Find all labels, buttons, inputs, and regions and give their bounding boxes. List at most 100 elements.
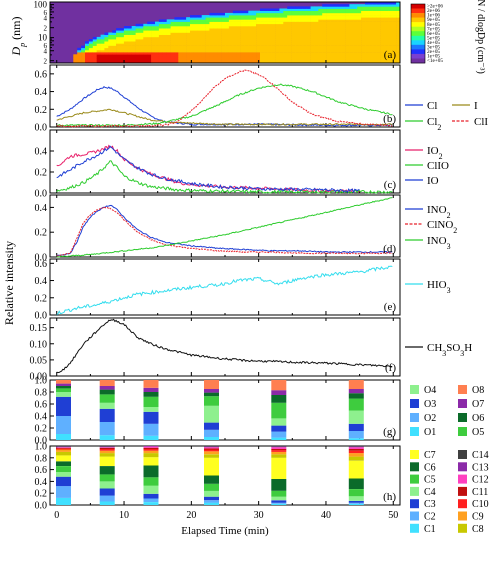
heatmap-cell <box>174 39 179 42</box>
heatmap-cell <box>186 21 191 25</box>
heatmap-cell <box>190 19 195 22</box>
heatmap-cell <box>85 58 90 62</box>
heatmap-cell <box>182 17 187 20</box>
stack-segment-O5 <box>99 394 115 403</box>
heatmap-cell <box>298 6 304 9</box>
heatmap-cell <box>318 60 323 64</box>
heatmap-cell <box>205 17 210 20</box>
heatmap-cell <box>291 19 296 22</box>
heatmap-cell <box>174 26 179 29</box>
colorbar-label: 4e+05 <box>427 40 440 46</box>
stack-segment-O2 <box>143 423 159 436</box>
heatmap-cell <box>306 6 311 9</box>
heatmap-cell <box>333 54 339 57</box>
stack-segment-C9 <box>99 450 115 454</box>
heatmap-cell <box>155 56 160 59</box>
heatmap-cell <box>388 4 393 7</box>
heatmap-cell <box>361 60 366 64</box>
heatmap-cell <box>221 52 226 55</box>
heatmap-cell <box>314 43 319 46</box>
stack-segment-O1 <box>204 437 219 440</box>
heatmap-cell <box>151 23 156 27</box>
legend-label: O2 <box>424 413 436 424</box>
heatmap-cell <box>302 45 307 49</box>
heatmap-cell <box>330 52 335 55</box>
heatmap-cell <box>279 39 284 42</box>
stack-segment-C1 <box>348 503 364 505</box>
heatmap-cell <box>127 47 132 51</box>
heatmap-cell <box>396 34 401 38</box>
stack-segment-C13 <box>143 446 159 447</box>
heatmap-cell <box>353 60 358 64</box>
heatmap-cell <box>104 34 109 38</box>
heatmap-cell <box>127 36 132 40</box>
heatmap-cell <box>380 8 385 11</box>
stack-segment-O2 <box>99 422 115 436</box>
heatmap-cell <box>306 21 311 25</box>
stack-segment-C4 <box>271 496 287 501</box>
heatmap-cell <box>302 36 307 40</box>
heatmap-cell <box>197 45 202 49</box>
heatmap-cell <box>388 30 393 33</box>
heatmap-cell <box>170 43 175 46</box>
heatmap-cell <box>333 34 339 38</box>
heatmap-cell <box>396 17 401 20</box>
heatmap-cell <box>225 28 230 31</box>
heatmap-cell <box>221 36 226 40</box>
heatmap-cell <box>372 17 377 20</box>
heatmap-cell <box>279 43 284 46</box>
heatmap-cell <box>147 43 152 46</box>
heatmap-cell <box>322 30 327 33</box>
heatmap-cell <box>287 21 292 25</box>
heatmap-cell <box>193 54 199 57</box>
heatmap-cell <box>353 58 358 62</box>
heatmap-cell <box>143 34 148 38</box>
heatmap-cell <box>155 45 160 49</box>
heatmap-cell <box>330 36 335 40</box>
heatmap-cell <box>349 28 354 31</box>
heatmap-cell <box>302 19 307 22</box>
heatmap-cell <box>271 47 276 51</box>
heatmap-cell <box>376 39 381 42</box>
heatmap-cell <box>279 23 284 27</box>
heatmap-cell <box>209 36 214 40</box>
heatmap-cell <box>392 12 397 16</box>
stack-segment-C5 <box>204 483 219 491</box>
heatmap-cell <box>139 58 144 62</box>
heatmap-cell <box>283 12 288 16</box>
heatmap-cell <box>92 45 97 49</box>
heatmap-cell <box>252 23 257 27</box>
heatmap-cell <box>193 41 199 44</box>
heatmap-cell <box>217 56 222 59</box>
heatmap-cell <box>353 21 358 25</box>
heatmap-cell <box>349 45 354 49</box>
heatmap-cell <box>314 36 319 40</box>
heatmap-cell <box>209 39 214 42</box>
heatmap-cell <box>178 17 183 20</box>
heatmap-cell <box>267 21 272 25</box>
heatmap-cell <box>295 41 300 44</box>
heatmap-cell <box>275 12 280 16</box>
heatmap-cell <box>162 39 167 42</box>
heatmap-cell <box>326 8 331 11</box>
heatmap-cell <box>287 6 292 9</box>
heatmap-cell <box>357 12 362 16</box>
heatmap-cell <box>244 58 249 62</box>
stack-segment-C7 <box>348 460 364 479</box>
stack-segment-O6 <box>204 392 219 397</box>
heatmap-cell <box>287 10 292 14</box>
heatmap-cell <box>209 34 214 38</box>
heatmap-cell <box>333 28 339 31</box>
heatmap-cell <box>271 39 276 42</box>
heatmap-cell <box>380 60 385 64</box>
heatmap-cell <box>357 26 362 29</box>
heatmap-cell <box>135 28 140 31</box>
heatmap-cell <box>287 26 292 29</box>
series-line-INO <box>56 204 393 257</box>
heatmap-cell <box>190 58 195 62</box>
stack-segment-C6 <box>271 479 287 491</box>
heatmap-cell <box>205 47 210 51</box>
heatmap-cell <box>143 23 148 27</box>
heatmap-cell <box>244 12 249 16</box>
legend-swatch <box>458 511 467 521</box>
